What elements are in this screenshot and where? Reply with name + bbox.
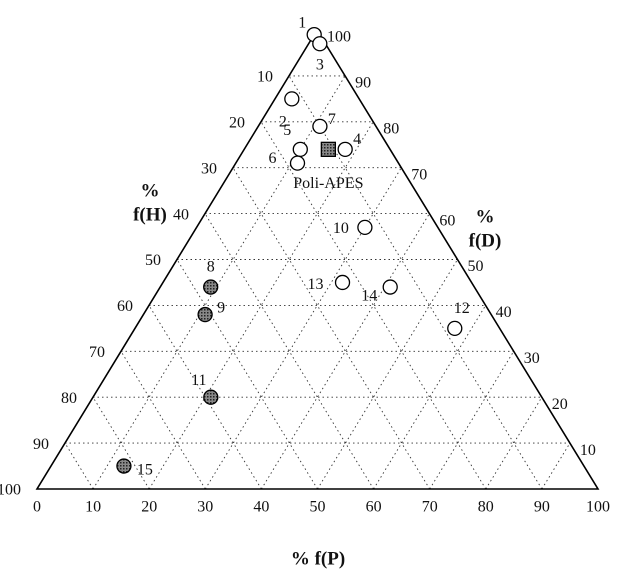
point <box>320 141 337 157</box>
right-axis-title: % <box>476 206 495 227</box>
d-tick-label: 100 <box>327 29 351 46</box>
d-tick-label: 80 <box>383 120 399 137</box>
right-axis-title: f(D) <box>469 230 502 251</box>
point-label: 15 <box>137 462 153 479</box>
d-tick-label: 10 <box>580 442 596 459</box>
h-tick-label: 80 <box>61 390 77 407</box>
d-tick-label: 40 <box>496 304 512 321</box>
point-label: 13 <box>308 276 324 293</box>
p-tick-label: 70 <box>422 499 438 516</box>
grid-line <box>261 213 430 490</box>
point-label: 3 <box>316 56 324 73</box>
h-tick-label: 50 <box>145 252 161 269</box>
grid-line <box>204 167 402 490</box>
point <box>284 91 300 107</box>
d-tick-label: 60 <box>439 212 455 229</box>
p-tick-label: 10 <box>85 499 101 516</box>
h-tick-label: 90 <box>33 436 49 453</box>
p-tick-label: 30 <box>197 499 213 516</box>
h-tick-label: 60 <box>117 298 133 315</box>
p-tick-label: 40 <box>253 499 269 516</box>
d-tick-label: 70 <box>411 166 427 183</box>
p-tick-label: 80 <box>478 499 494 516</box>
point-label: 8 <box>207 259 215 276</box>
point-label: 6 <box>269 150 277 167</box>
p-tick-label: 20 <box>141 499 157 516</box>
point <box>116 458 132 474</box>
grid-line <box>429 351 515 490</box>
h-tick-label: 30 <box>201 160 217 177</box>
point-label: 1 <box>298 14 306 31</box>
point <box>289 155 306 171</box>
h-tick-label: 70 <box>89 344 105 361</box>
point-label: 7 <box>328 111 336 128</box>
point <box>382 279 398 295</box>
grid-line <box>541 442 571 490</box>
h-tick-label: 20 <box>229 114 245 131</box>
point <box>334 274 351 291</box>
grid-line <box>64 442 94 490</box>
point <box>337 141 353 157</box>
grid-line <box>288 75 543 490</box>
point-label: 2 <box>279 114 287 131</box>
point-label: 9 <box>217 299 225 316</box>
point <box>447 320 463 337</box>
p-tick-label: 100 <box>586 499 610 516</box>
point <box>292 141 308 157</box>
d-tick-label: 50 <box>468 258 484 275</box>
point-label: 5 <box>283 122 291 139</box>
d-tick-label: 20 <box>552 396 568 413</box>
point-label: Poli-APES <box>293 175 363 192</box>
h-tick-label: 10 <box>257 69 273 86</box>
point-label: 4 <box>353 131 361 148</box>
point-label: 14 <box>361 288 377 305</box>
point <box>312 118 328 135</box>
d-tick-label: 30 <box>524 350 540 367</box>
d-tick-label: 90 <box>355 75 371 92</box>
point-label: 11 <box>191 372 206 389</box>
left-axis-title: % <box>141 180 160 201</box>
p-tick-label: 0 <box>33 499 41 516</box>
point-label: 10 <box>333 220 349 237</box>
h-tick-label: 40 <box>173 206 189 223</box>
point <box>203 279 219 295</box>
point <box>203 389 219 405</box>
grid-line <box>232 167 431 490</box>
point <box>312 36 328 52</box>
point <box>197 306 213 323</box>
bottom-axis-title: % f(P) <box>291 548 345 569</box>
p-tick-label: 60 <box>366 499 382 516</box>
triangle-frame <box>35 28 600 490</box>
point-label: 12 <box>454 300 470 317</box>
p-tick-label: 90 <box>534 499 550 516</box>
p-tick-label: 50 <box>310 499 326 516</box>
point <box>357 219 373 236</box>
left-axis-title: f(H) <box>133 204 167 225</box>
h-tick-label: 100 <box>0 482 21 499</box>
